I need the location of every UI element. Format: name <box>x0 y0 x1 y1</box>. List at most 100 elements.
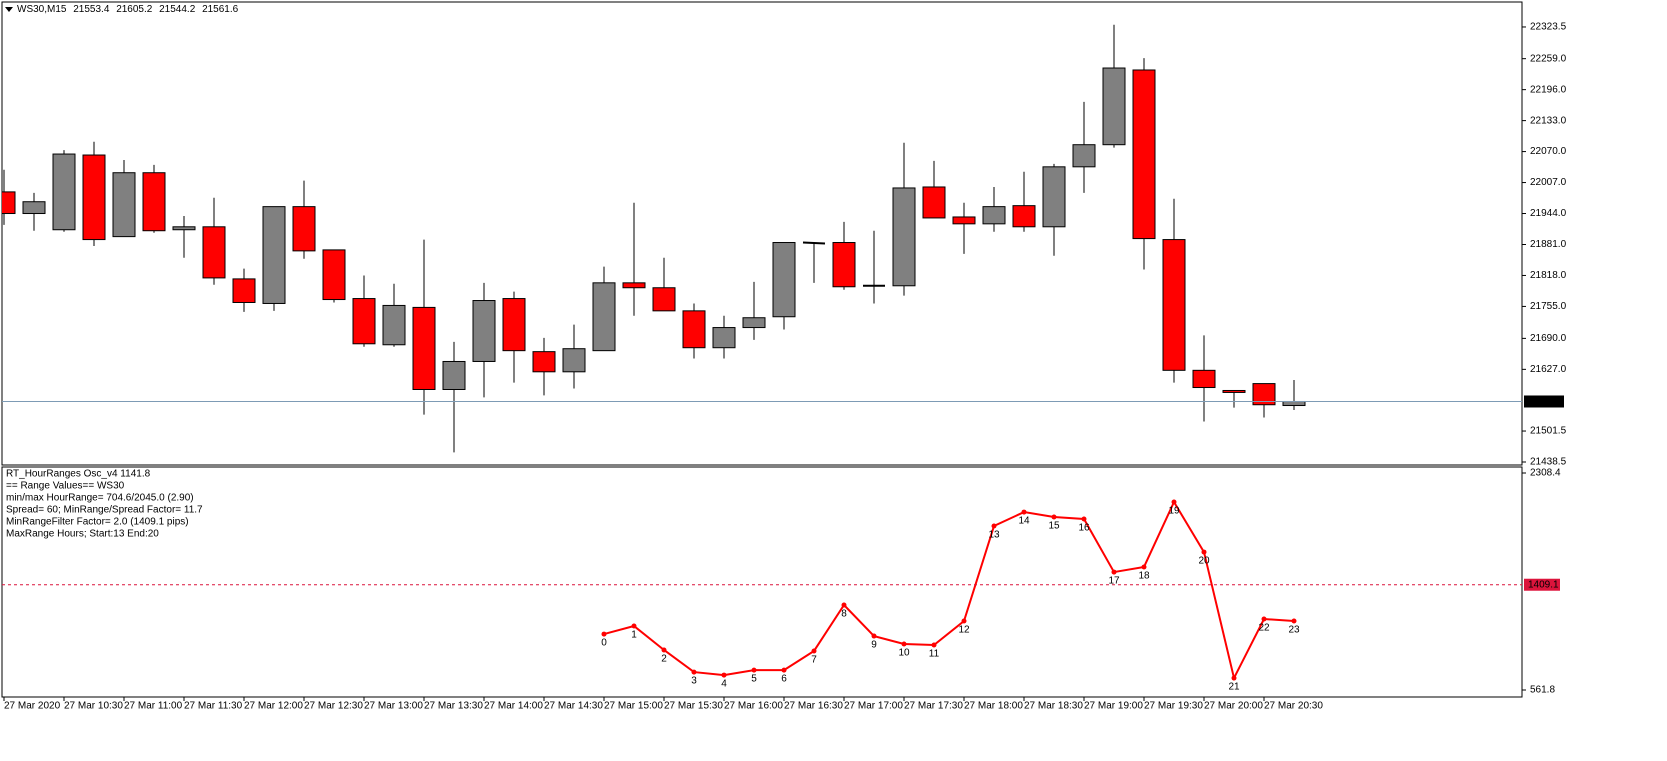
point-label: 13 <box>988 530 1000 541</box>
candle-body <box>1132 69 1156 240</box>
point <box>1231 675 1237 681</box>
candle-body <box>2 191 16 215</box>
candle-body <box>1252 383 1276 406</box>
candle-body <box>52 153 76 231</box>
candle-body <box>382 304 406 346</box>
point-label: 12 <box>958 625 970 636</box>
y-tick-label: 22070.0 <box>1530 146 1567 157</box>
point <box>961 618 967 624</box>
candle-body <box>172 226 196 231</box>
candle-body <box>562 348 586 373</box>
point-label: 14 <box>1018 516 1030 527</box>
candle-body <box>1192 369 1216 389</box>
point <box>781 667 787 673</box>
candle-body <box>142 172 166 232</box>
x-tick-label: 27 Mar 10:30 <box>64 701 123 712</box>
point <box>931 642 937 648</box>
annotation: MaxRange Hours; Start:13 End:20 <box>6 529 159 540</box>
point <box>1201 549 1207 555</box>
point-label: 18 <box>1138 571 1150 582</box>
point <box>631 623 637 629</box>
indicator-title: RT_HourRanges Osc_v4 1141.8 <box>6 469 151 480</box>
candle-body <box>292 206 316 252</box>
candle-body <box>502 298 526 352</box>
candle-body <box>982 206 1006 225</box>
y-tick-label: 21818.0 <box>1530 270 1567 281</box>
point-label: 0 <box>601 638 607 649</box>
x-tick-label: 27 Mar 12:30 <box>304 701 363 712</box>
candle-body <box>952 216 976 225</box>
candle-body <box>712 327 736 349</box>
point <box>1051 514 1057 520</box>
candle-body <box>442 360 466 390</box>
point <box>1141 564 1147 570</box>
candle-body <box>802 241 826 245</box>
x-tick-label: 27 Mar 19:00 <box>1084 701 1143 712</box>
point-label: 20 <box>1198 556 1210 567</box>
level-tag-label: 1409.1 <box>1528 579 1559 590</box>
point-label: 7 <box>811 655 817 666</box>
candle-body <box>1072 144 1096 168</box>
high-value: 21605.2 <box>116 4 153 15</box>
annotation: min/max HourRange= 704.6/2045.0 (2.90) <box>6 493 194 504</box>
point-label: 9 <box>871 640 877 651</box>
menu-arrow[interactable] <box>5 7 13 12</box>
point-label: 21 <box>1228 682 1240 693</box>
x-tick-label: 27 Mar 17:30 <box>904 701 963 712</box>
point <box>691 669 697 675</box>
candle-body <box>1012 205 1036 228</box>
candle-body <box>742 317 766 329</box>
point <box>721 672 727 678</box>
y-tick-label: 21690.0 <box>1530 333 1567 344</box>
oscillator-panel <box>1 466 1523 698</box>
x-tick-label: 27 Mar 17:00 <box>844 701 903 712</box>
point-label: 16 <box>1078 523 1090 534</box>
candle-body <box>682 310 706 349</box>
price-tag <box>1524 395 1564 408</box>
x-tick-label: 27 Mar 14:30 <box>544 701 603 712</box>
candle-body <box>592 282 616 352</box>
x-tick-label: 27 Mar 2020 <box>4 701 61 712</box>
point-label: 5 <box>751 674 757 685</box>
symbol: WS30,M15 <box>17 4 67 15</box>
x-tick-label: 27 Mar 16:00 <box>724 701 783 712</box>
y-tick-label: 21881.0 <box>1530 239 1567 250</box>
y-tick-label: 22133.0 <box>1530 115 1567 126</box>
chart-header: WS30,M15 21553.4 21605.2 21544.2 21561.6 <box>17 4 242 15</box>
point <box>1261 616 1267 622</box>
point <box>751 667 757 673</box>
candle-body <box>82 154 106 241</box>
y-tick-label: 21944.0 <box>1530 208 1567 219</box>
x-tick-label: 27 Mar 11:00 <box>124 701 183 712</box>
point <box>1081 516 1087 522</box>
x-tick-label: 27 Mar 15:30 <box>664 701 723 712</box>
candle-body <box>412 306 436 390</box>
x-tick-label: 27 Mar 16:30 <box>784 701 843 712</box>
price-tag-label: 21561.6 <box>1528 396 1565 407</box>
point-label: 4 <box>721 679 727 690</box>
candle-body <box>832 242 856 288</box>
point-label: 23 <box>1288 625 1300 636</box>
x-tick-label: 27 Mar 20:30 <box>1264 701 1323 712</box>
y-tick-label: 561.8 <box>1530 685 1555 696</box>
candle-body <box>1162 239 1186 371</box>
point <box>871 633 877 639</box>
annotation: MinRangeFilter Factor= 2.0 (1409.1 pips) <box>6 517 189 528</box>
y-tick-label: 21755.0 <box>1530 301 1567 312</box>
price-plot <box>2 24 1306 453</box>
level-tag <box>1524 578 1560 591</box>
point-label: 22 <box>1258 623 1270 634</box>
point <box>661 647 667 653</box>
candle-body <box>22 201 46 215</box>
candle-body <box>772 242 796 318</box>
point-label: 19 <box>1168 506 1180 517</box>
x-tick-label: 27 Mar 20:00 <box>1204 701 1263 712</box>
y-tick-label: 21438.5 <box>1530 457 1567 468</box>
point-label: 6 <box>781 674 787 685</box>
point <box>1111 569 1117 575</box>
candle-body <box>1222 389 1246 393</box>
annotation: == Range Values== WS30 <box>6 481 125 492</box>
